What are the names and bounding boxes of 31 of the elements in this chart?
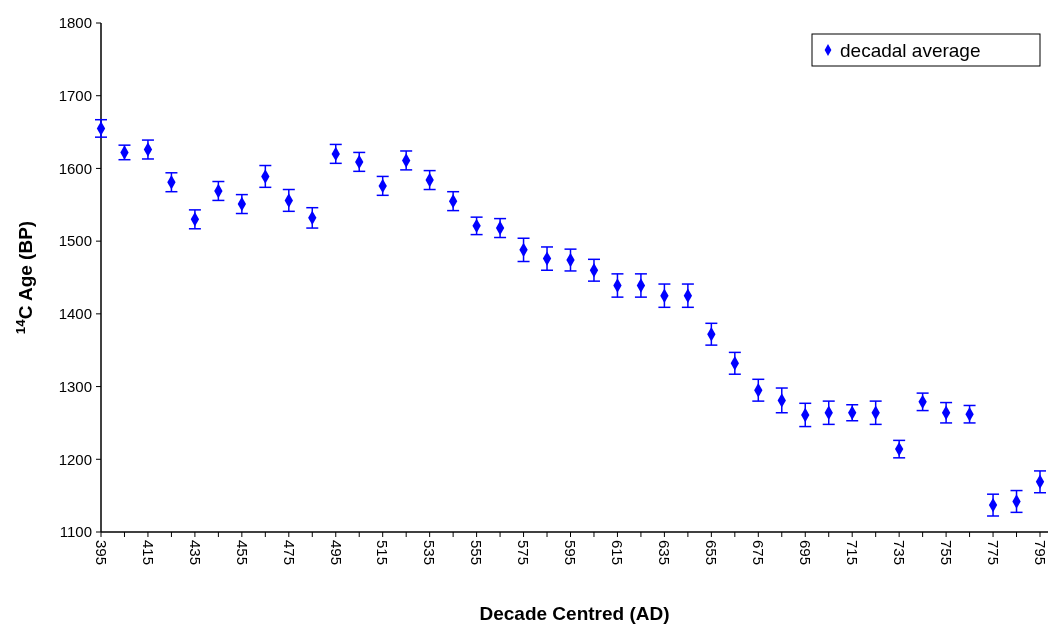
x-tick-label: 715 [843,540,861,566]
x-tick-label: 755 [937,540,955,566]
x-tick-label: 795 [1031,540,1049,566]
x-tick-label: 635 [656,540,674,566]
x-tick-label: 435 [186,540,204,566]
y-tick-label: 1100 [59,523,92,541]
x-tick-label: 515 [374,540,392,566]
y-tick-label: 1400 [58,305,92,323]
y-tick-label: 1500 [58,232,92,250]
y-tick-label: 1600 [58,159,92,177]
y-tick-label: 1800 [58,14,92,32]
y-tick-label: 1200 [58,450,92,468]
x-tick-label: 555 [468,540,486,566]
x-tick-label: 615 [609,540,627,566]
x-tick-label: 735 [890,540,908,566]
y-tick-label: 1300 [58,377,92,395]
x-tick-label: 455 [233,540,251,566]
x-tick-label: 775 [984,540,1002,566]
x-axis-title: Decade Centred (AD) [479,603,670,624]
x-tick-label: 415 [139,540,157,566]
legend-label: decadal average [840,39,981,61]
x-tick-label: 575 [515,540,533,566]
x-tick-label: 695 [797,540,814,566]
x-tick-label: 475 [280,540,298,566]
x-tick-label: 675 [750,540,768,566]
x-tick-label: 595 [562,540,580,566]
x-tick-label: 495 [327,540,345,566]
y-tick-label: 1700 [58,86,92,104]
x-tick-label: 395 [92,540,110,566]
x-tick-label: 535 [421,540,439,566]
x-tick-label: 655 [703,540,721,566]
